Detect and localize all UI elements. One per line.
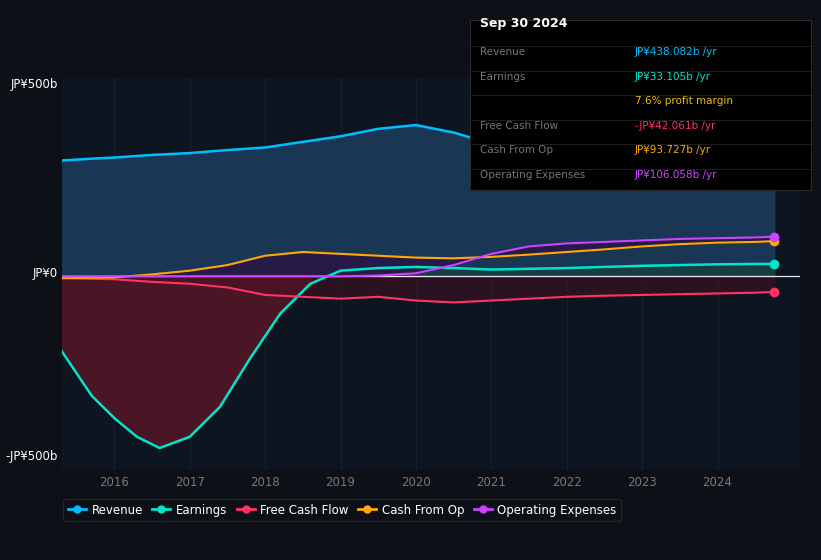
Text: Cash From Op: Cash From Op	[480, 146, 553, 156]
Text: JP¥106.058b /yr: JP¥106.058b /yr	[635, 170, 717, 180]
Text: Revenue: Revenue	[480, 47, 525, 57]
Text: JP¥438.082b /yr: JP¥438.082b /yr	[635, 47, 718, 57]
Text: JP¥33.105b /yr: JP¥33.105b /yr	[635, 72, 711, 82]
Text: Free Cash Flow: Free Cash Flow	[480, 121, 558, 131]
Text: Operating Expenses: Operating Expenses	[480, 170, 585, 180]
Text: -JP¥500b: -JP¥500b	[6, 450, 57, 463]
Legend: Revenue, Earnings, Free Cash Flow, Cash From Op, Operating Expenses: Revenue, Earnings, Free Cash Flow, Cash …	[63, 499, 621, 521]
Text: 7.6% profit margin: 7.6% profit margin	[635, 96, 732, 106]
Text: JP¥0: JP¥0	[33, 267, 57, 280]
Text: Sep 30 2024: Sep 30 2024	[480, 17, 568, 30]
Text: JP¥93.727b /yr: JP¥93.727b /yr	[635, 146, 711, 156]
Text: Earnings: Earnings	[480, 72, 525, 82]
Text: JP¥500b: JP¥500b	[11, 78, 57, 91]
Text: -JP¥42.061b /yr: -JP¥42.061b /yr	[635, 121, 715, 131]
